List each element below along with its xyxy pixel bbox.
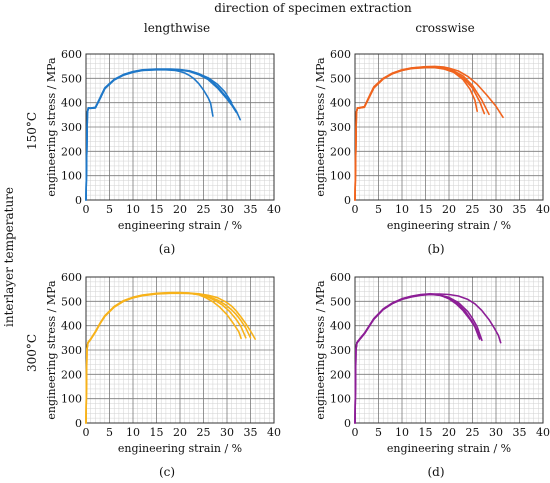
y-tick-label-300: 300 [330, 121, 351, 134]
x-tick-label-5: 5 [106, 203, 113, 216]
x-tick-label-0: 0 [83, 203, 90, 216]
y-tick-label-100: 100 [330, 393, 351, 406]
y-tick-label-300: 300 [330, 344, 351, 357]
x-axis-label: engineering strain / % [387, 442, 511, 455]
panel-label-d: (d) [427, 465, 444, 479]
series-line-4 [85, 68, 233, 201]
y-tick-label-300: 300 [61, 344, 82, 357]
x-tick-label-5: 5 [375, 203, 382, 216]
series-line-1 [354, 65, 504, 201]
x-axis-label: engineering strain / % [387, 219, 511, 232]
grid [85, 53, 275, 201]
grid [85, 276, 275, 424]
x-axis-label: engineering strain / % [118, 219, 242, 232]
x-tick-label-20: 20 [173, 203, 187, 216]
y-tick-label-400: 400 [61, 97, 82, 110]
x-tick-label-0: 0 [83, 426, 90, 439]
figure-top-title: direction of specimen extraction [214, 1, 412, 15]
x-tick-label-25: 25 [466, 203, 480, 216]
x-tick-label-0: 0 [352, 203, 359, 216]
y-tick-label-400: 400 [330, 320, 351, 333]
x-tick-label-10: 10 [126, 426, 140, 439]
panel-d: 0 5 10 15 20 25 30 35 400100200300400500600engin… [314, 271, 550, 479]
y-tick-label-100: 100 [61, 393, 82, 406]
x-tick-label-15: 15 [419, 426, 433, 439]
x-tick-label-35: 35 [513, 203, 527, 216]
x-tick-label-40: 40 [267, 426, 281, 439]
x-tick-label-20: 20 [442, 203, 456, 216]
x-tick-label-15: 15 [419, 203, 433, 216]
panel-b: 0 5 10 15 20 25 30 35 400100200300400500600engin… [314, 48, 550, 256]
row-label-150c: 150°C [25, 112, 39, 150]
y-tick-label-500: 500 [330, 72, 351, 85]
series-line-4 [354, 66, 479, 201]
x-tick-label-30: 30 [489, 426, 503, 439]
y-tick-label-0: 0 [344, 194, 351, 207]
y-tick-label-600: 600 [61, 271, 82, 284]
x-tick-label-35: 35 [513, 426, 527, 439]
grid [354, 53, 544, 201]
y-tick-label-400: 400 [61, 320, 82, 333]
y-axis-label: engineering stress / MPa [314, 280, 327, 420]
y-tick-label-600: 600 [330, 271, 351, 284]
y-tick-label-100: 100 [330, 170, 351, 183]
y-tick-label-500: 500 [61, 295, 82, 308]
column-title-crosswise: crosswise [415, 21, 474, 35]
panel-label-a: (a) [159, 242, 176, 256]
y-tick-label-200: 200 [61, 368, 82, 381]
y-tick-label-0: 0 [75, 417, 82, 430]
x-tick-label-20: 20 [173, 426, 187, 439]
x-tick-label-20: 20 [442, 426, 456, 439]
x-tick-label-5: 5 [375, 426, 382, 439]
plot-frame [85, 276, 275, 424]
x-tick-label-0: 0 [352, 426, 359, 439]
y-tick-label-500: 500 [61, 72, 82, 85]
y-tick-label-200: 200 [330, 368, 351, 381]
y-axis-label: engineering stress / MPa [314, 57, 327, 197]
x-tick-label-25: 25 [466, 426, 480, 439]
x-tick-label-30: 30 [489, 203, 503, 216]
x-tick-label-25: 25 [197, 426, 211, 439]
column-title-lengthwise: lengthwise [144, 21, 210, 35]
x-tick-label-40: 40 [536, 203, 550, 216]
y-tick-label-500: 500 [330, 295, 351, 308]
plot-frame [354, 53, 544, 201]
x-tick-label-35: 35 [244, 203, 258, 216]
x-tick-label-40: 40 [536, 426, 550, 439]
panel-label-c: (c) [159, 465, 175, 479]
x-tick-label-10: 10 [395, 203, 409, 216]
x-tick-label-15: 15 [150, 426, 164, 439]
y-tick-label-200: 200 [330, 145, 351, 158]
x-tick-label-35: 35 [244, 426, 258, 439]
y-axis-label: engineering stress / MPa [45, 57, 58, 197]
panel-label-b: (b) [427, 242, 444, 256]
x-tick-label-15: 15 [150, 203, 164, 216]
y-tick-label-100: 100 [61, 170, 82, 183]
x-tick-label-30: 30 [220, 426, 234, 439]
y-tick-label-600: 600 [61, 48, 82, 61]
plot-frame [354, 276, 544, 424]
x-tick-label-5: 5 [106, 426, 113, 439]
y-tick-label-400: 400 [330, 97, 351, 110]
y-axis-label: engineering stress / MPa [45, 280, 58, 420]
panel-c: 0 5 10 15 20 25 30 35 400100200300400500600engin… [45, 271, 281, 479]
row-label-300c: 300°C [25, 334, 39, 372]
x-axis-label: engineering strain / % [118, 442, 242, 455]
row-group-label: interlayer temperature [2, 187, 16, 327]
x-tick-label-40: 40 [267, 203, 281, 216]
series-line-4 [354, 292, 481, 424]
y-tick-label-0: 0 [75, 194, 82, 207]
y-tick-label-0: 0 [344, 417, 351, 430]
x-tick-label-10: 10 [126, 203, 140, 216]
x-tick-label-30: 30 [220, 203, 234, 216]
y-tick-label-600: 600 [330, 48, 351, 61]
y-tick-label-300: 300 [61, 121, 82, 134]
plot-frame [85, 53, 275, 201]
y-tick-label-200: 200 [61, 145, 82, 158]
x-tick-label-25: 25 [197, 203, 211, 216]
x-tick-label-10: 10 [395, 426, 409, 439]
panel-a: 0 5 10 15 20 25 30 35 400100200300400500600engin… [45, 48, 281, 256]
series-line-4 [85, 291, 242, 424]
